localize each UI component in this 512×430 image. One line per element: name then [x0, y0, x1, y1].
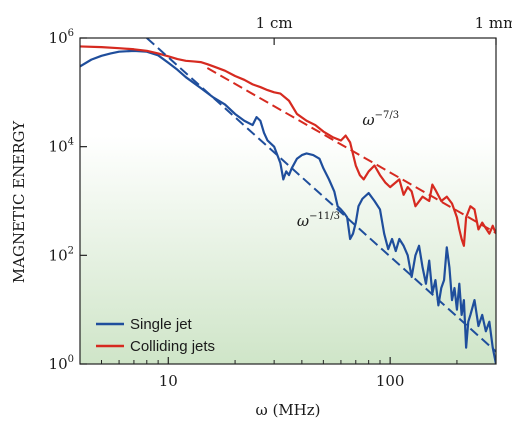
top-tick-label: 1 cm — [256, 14, 293, 32]
y-tick-label: 104 — [49, 137, 74, 156]
fit-line-0 — [146, 38, 496, 353]
legend-label-colliding-jets: Colliding jets — [130, 338, 215, 355]
tick-layer: 10 100 1 cm 1 mm 100 102 104 106 — [49, 14, 512, 390]
plot-background — [80, 38, 496, 364]
fit-label-0: ω−11/3 — [297, 211, 340, 230]
label-layer: ω−11/3 ω−7/3 — [297, 110, 399, 230]
fit-label-1: ω−7/3 — [362, 110, 399, 129]
top-tick-label: 1 mm — [475, 14, 512, 32]
series-line-single-jet — [80, 49, 496, 364]
x-axis-title: ω (MHz) — [255, 401, 320, 419]
plot-frame — [79, 37, 497, 365]
y-tick-label: 102 — [49, 245, 74, 264]
y-axis-title: MAGNETIC ENERGY — [10, 120, 28, 283]
x-tick-label: 100 — [376, 372, 405, 390]
x-tick-label: 10 — [159, 372, 178, 390]
y-tick-label: 106 — [49, 28, 74, 47]
fit-line-1 — [206, 67, 496, 234]
y-tick-label: 100 — [49, 354, 74, 373]
fit-layer — [146, 38, 496, 353]
legend: Single jet Colliding jets — [96, 316, 215, 355]
series-layer — [80, 45, 496, 364]
legend-label-single-jet: Single jet — [130, 316, 193, 333]
series-line-colliding-jets — [80, 45, 496, 247]
